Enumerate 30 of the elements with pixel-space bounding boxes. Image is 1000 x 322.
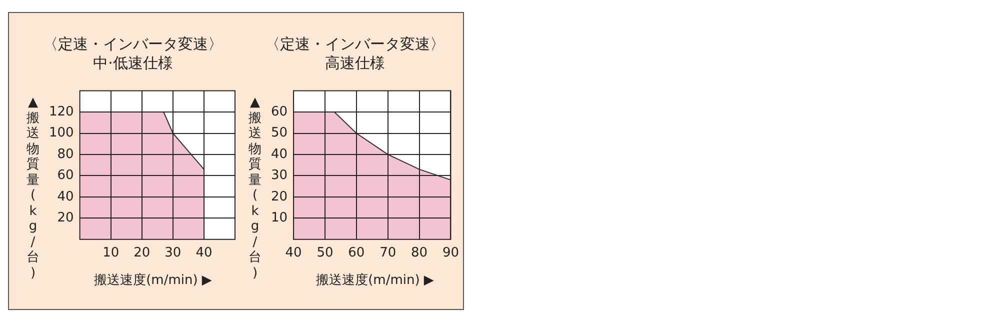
x-axis-title: 搬送速度(m/min) ▶	[315, 272, 435, 289]
x-tick-label: 40	[196, 246, 212, 261]
x-tick-label: 50	[316, 246, 334, 261]
y-tick-label: 60	[57, 168, 74, 184]
x-tick-label: 70	[380, 246, 396, 261]
y-tick-label: 20	[57, 210, 74, 226]
y-tick-label: 30	[270, 168, 288, 184]
y-tick-label: 120	[48, 104, 74, 120]
x-tick-label: 80	[411, 246, 428, 261]
y-tick-label: 50	[270, 126, 288, 141]
y-tick-label: 100	[48, 126, 74, 141]
chart-subtitle: 中·低速仕様	[92, 54, 174, 73]
text: ▲搬送物質量(kg/台)	[26, 95, 40, 280]
x-axis-title: 搬送速度(m/min) ▶	[93, 272, 213, 289]
chart-subtitle: 高速仕様	[324, 54, 386, 73]
x-tick-label: 40	[285, 246, 302, 261]
x-tick-label: 60	[348, 246, 365, 261]
chart-title: 〈定速・インバータ変速〉	[264, 35, 446, 54]
text: ▲搬送物質量(kg/台)	[248, 95, 262, 280]
y-tick-label: 40	[270, 146, 288, 162]
y-tick-label: 20	[270, 189, 288, 204]
y-tick-label: 60	[270, 104, 288, 120]
x-tick-label: 20	[134, 246, 150, 261]
x-tick-label: 30	[164, 246, 182, 261]
y-tick-label: 10	[270, 210, 288, 226]
y-tick-label: 40	[57, 189, 74, 204]
x-tick-label: 90	[442, 246, 459, 261]
chart-title: 〈定速・インバータ変速〉	[42, 35, 224, 54]
y-tick-label: 80	[57, 146, 74, 162]
x-tick-label: 10	[102, 246, 120, 261]
